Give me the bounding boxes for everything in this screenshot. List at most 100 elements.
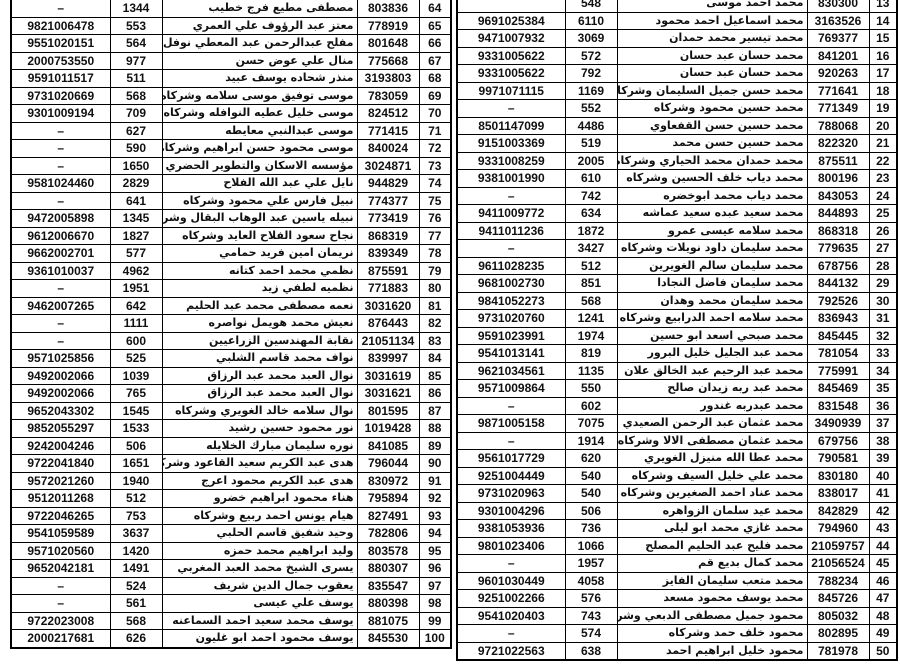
name: محمد عيد سلمان الزواهره bbox=[616, 501, 808, 520]
amount: 610 bbox=[564, 169, 618, 188]
row: 42 842829 محمد عيد سلمان الزواهره 506 930100… bbox=[456, 501, 898, 520]
phone: 9621034561 bbox=[456, 361, 566, 380]
row-number: 33 bbox=[868, 344, 898, 363]
phone: 9971071115 bbox=[456, 81, 566, 100]
row-number: 26 bbox=[868, 221, 898, 240]
phone: 9561017729 bbox=[456, 449, 566, 468]
amount: 3069 bbox=[564, 29, 618, 48]
amount: 1951 bbox=[109, 279, 163, 298]
row-number: 32 bbox=[868, 326, 898, 345]
amount: 4058 bbox=[564, 571, 618, 590]
amount: 552 bbox=[564, 99, 618, 118]
amount: 519 bbox=[564, 134, 618, 153]
phone: 9681002730 bbox=[456, 274, 566, 293]
name: محمد سليمان محمد وهدان bbox=[616, 291, 808, 310]
row: 38 679756 محمد عثمان مصطفى الالا وشركاه 191… bbox=[456, 431, 898, 450]
name: نوره سليمان مبارك الخلايله bbox=[161, 436, 358, 455]
amount: 572 bbox=[564, 46, 618, 65]
row: 84 839997 نواف محمد قاسم الشلبي 525 95710258… bbox=[10, 349, 452, 368]
row-number: 90 bbox=[418, 454, 452, 473]
row: 79 875591 نظمي محمد احمد كتانه 4962 93610100… bbox=[10, 261, 452, 280]
phone: 9541020403 bbox=[456, 606, 566, 625]
row: 19 771349 محمد حسين محمود وشركاه 552– bbox=[456, 99, 898, 118]
account-id: 842829 bbox=[806, 501, 870, 520]
phone: 9871005158 bbox=[456, 414, 566, 433]
account-id: 944829 bbox=[356, 174, 420, 193]
phone: 2000753550 bbox=[10, 51, 111, 70]
row: 92 795894 هناء محمود ابراهيم خضرو 512 951201… bbox=[10, 489, 452, 508]
phone: 9151003369 bbox=[456, 134, 566, 153]
name: محمد حمدان محمد الحياري وشركاه bbox=[616, 151, 808, 170]
account-id: 840024 bbox=[356, 139, 420, 158]
amount: 736 bbox=[564, 519, 618, 538]
row: 32 845445 محمد صبحي اسعد ابو حسين 1974 95910… bbox=[456, 326, 898, 345]
row: 44 21059757 محمد فليح عبد الحليم المصلح 106… bbox=[456, 536, 898, 555]
account-id: 771641 bbox=[806, 81, 870, 100]
name: محمد سليمان سالم الغويرين bbox=[616, 256, 808, 275]
row: 80 771883 نظميه لطفي زيد 1951– bbox=[10, 279, 452, 298]
account-id: 3193803 bbox=[356, 69, 420, 88]
account-id: 841201 bbox=[806, 46, 870, 65]
amount: 1491 bbox=[109, 559, 163, 578]
amount: 550 bbox=[564, 379, 618, 398]
account-id: 844132 bbox=[806, 274, 870, 293]
phone: – bbox=[456, 239, 566, 258]
phone: 9722046265 bbox=[10, 506, 111, 525]
phone: 9571025856 bbox=[10, 349, 111, 368]
amount: 743 bbox=[564, 606, 618, 625]
name: محمد حسان عبد حسان bbox=[616, 46, 808, 65]
account-id: 775668 bbox=[356, 51, 420, 70]
row: 40 830180 محمد علي خليل السيف وشركاه 540 925… bbox=[456, 466, 898, 485]
amount: 568 bbox=[109, 611, 163, 630]
account-id: 835547 bbox=[356, 576, 420, 595]
account-id: 831548 bbox=[806, 396, 870, 415]
row-number: 34 bbox=[868, 361, 898, 380]
name: موسى خليل عطيه النوافله وشركاه bbox=[161, 104, 358, 123]
name: نوال سلامه خالد الغويري وشركاه bbox=[161, 401, 358, 420]
account-id: 881075 bbox=[356, 611, 420, 630]
phone: 9731020963 bbox=[456, 484, 566, 503]
row: 33 781054 محمد عبد الجليل خليل البرور 819 95… bbox=[456, 344, 898, 363]
phone: – bbox=[10, 331, 111, 350]
account-id: 830300 bbox=[806, 0, 870, 13]
phone: 9801023406 bbox=[456, 536, 566, 555]
phone: – bbox=[10, 576, 111, 595]
phone: – bbox=[10, 156, 111, 175]
row: 66 801648 مفلح عبدالرحمن عبد المعطي نوفل 56… bbox=[10, 34, 452, 53]
row: 18 771641 محمد حسن جميل السليمان وشركاه 116… bbox=[456, 81, 898, 100]
row: 36 831548 محمد عبدربه غندور 602– bbox=[456, 396, 898, 415]
row-number: 36 bbox=[868, 396, 898, 415]
account-id: 868318 bbox=[806, 221, 870, 240]
row-number: 91 bbox=[418, 471, 452, 490]
account-id: 678756 bbox=[806, 256, 870, 275]
name: معتز عبد الرؤوف علي العمري bbox=[161, 16, 358, 35]
amount: 577 bbox=[109, 244, 163, 263]
row: 17 920263 محمد حسان عبد حسان 792 9331005622 bbox=[456, 64, 898, 83]
phone: 9541013141 bbox=[456, 344, 566, 363]
account-id: 795894 bbox=[356, 489, 420, 508]
name: محمد تيسير محمد حمدان bbox=[616, 29, 808, 48]
row-number: 18 bbox=[868, 81, 898, 100]
row: 48 805032 محمود جميل مصطفى الدبعي وشركاه 74… bbox=[456, 606, 898, 625]
row: 91 830972 هدى عبد الكريم محمود اعرج 1940 957… bbox=[10, 471, 452, 490]
row-number: 42 bbox=[868, 501, 898, 520]
phone: – bbox=[10, 139, 111, 158]
row: 27 779635 محمد سليمان داود نويلات وشركاه 34… bbox=[456, 239, 898, 258]
row-number: 70 bbox=[418, 104, 452, 123]
row-number: 23 bbox=[868, 169, 898, 188]
phone: 9381053936 bbox=[456, 519, 566, 538]
row: 85 3031619 نوال العبد محمد عبد الرزاق 1039 9… bbox=[10, 366, 452, 385]
account-id: 845726 bbox=[806, 589, 870, 608]
phone: 9462007265 bbox=[10, 296, 111, 315]
row-number: 50 bbox=[868, 641, 898, 661]
amount: 627 bbox=[109, 121, 163, 140]
name: نظمي محمد احمد كتانه bbox=[161, 261, 358, 280]
phone: – bbox=[10, 279, 111, 298]
row-number: 97 bbox=[418, 576, 452, 595]
account-id: 803578 bbox=[356, 541, 420, 560]
row: 20 788068 محمد حسين حسن القفعاوي 4486 850114… bbox=[456, 116, 898, 135]
name: يوسف محمد سعيد احمد السماعنه bbox=[161, 611, 358, 630]
name: محمد عبدربه غندور bbox=[616, 396, 808, 415]
row-number: 46 bbox=[868, 571, 898, 590]
name: نبيله ياسين عبد الوهاب البقال وشركاه bbox=[161, 209, 358, 228]
